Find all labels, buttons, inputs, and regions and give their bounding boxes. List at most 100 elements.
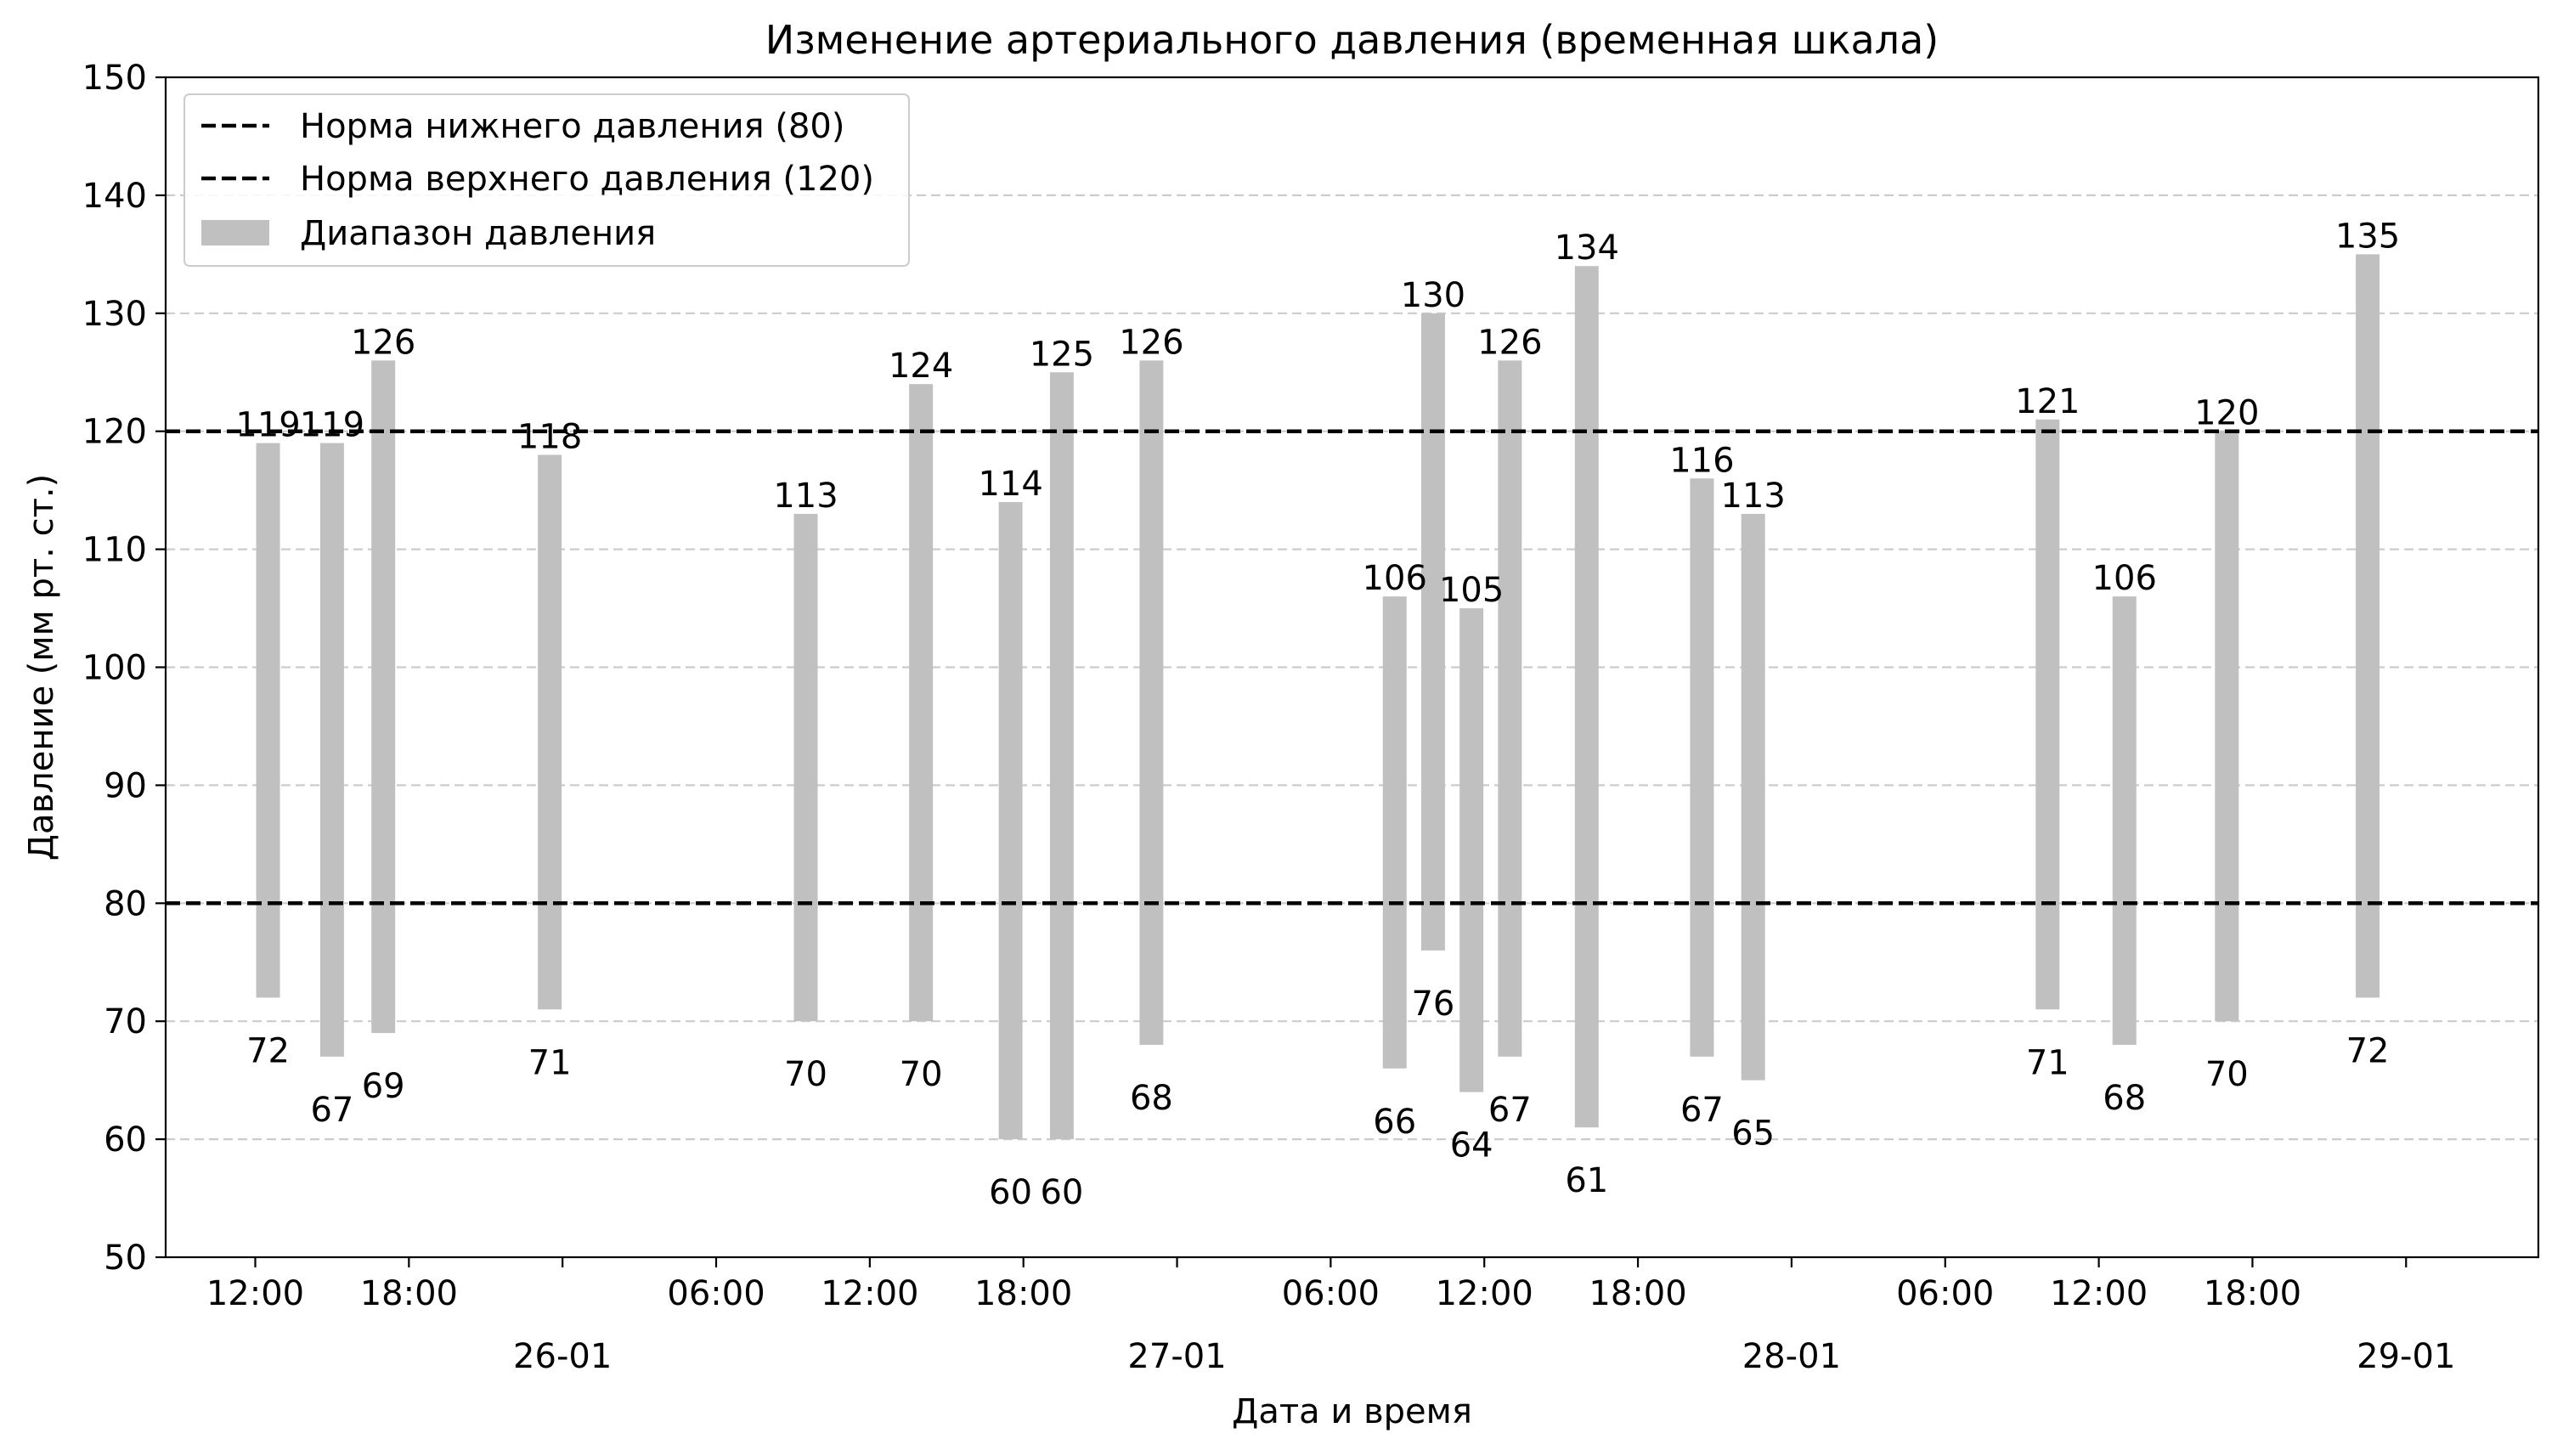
x-tick-label: 12:00	[206, 1274, 304, 1313]
y-tick-label: 150	[82, 59, 147, 98]
x-axis: 12:00 18:00 06:00 12:00 18:00 06:00 12:00 18:00…	[206, 1257, 2455, 1376]
range-bar	[1139, 360, 1164, 1045]
bar-label-high: 106	[2092, 559, 2157, 598]
bar-label-high: 134	[1555, 229, 1619, 268]
bar-label-low: 70	[784, 1055, 827, 1094]
bar-label-low: 72	[246, 1031, 290, 1070]
y-axis-label: Давление (мм рт. ст.)	[22, 474, 61, 861]
bar-label-high: 126	[351, 323, 415, 362]
range-bar	[1690, 478, 1714, 1057]
bar-label-high: 114	[978, 465, 1042, 504]
bar-label-low: 72	[2346, 1031, 2390, 1070]
bar-label-low: 76	[1411, 985, 1454, 1024]
legend: Норма нижнего давления (80) Норма верхне…	[183, 93, 910, 267]
y-tick-label: 50	[104, 1239, 147, 1278]
bar-label-high: 121	[2015, 382, 2080, 421]
x-date-label: 26-01	[513, 1337, 612, 1376]
bar-label-low: 64	[1450, 1126, 1493, 1165]
legend-box	[183, 93, 910, 267]
y-tick-label: 140	[82, 177, 147, 216]
bar-label-high: 116	[1669, 441, 1734, 480]
bar-label-high: 105	[1439, 571, 1504, 610]
bar-label-low: 69	[362, 1067, 405, 1106]
x-date-label: 27-01	[1127, 1337, 1226, 1376]
bar-label-high: 124	[889, 347, 953, 386]
range-bar	[2035, 419, 2060, 1010]
bar-label-low: 60	[1040, 1173, 1083, 1212]
data-labels: 119 72 119 67 126 69 118 71 113 70 124 70 114 60 125 60…	[235, 217, 2400, 1212]
range-bar	[1498, 360, 1522, 1057]
range-bar	[1420, 313, 1445, 951]
bar-label-low: 67	[1680, 1091, 1724, 1130]
range-bar	[1574, 266, 1599, 1128]
bar-label-high: 126	[1119, 323, 1183, 362]
legend-label-low-norm: Норма нижнего давления (80)	[300, 107, 844, 146]
y-tick-label: 100	[82, 649, 147, 688]
range-bar	[1459, 608, 1484, 1092]
x-date-label: 29-01	[2357, 1337, 2455, 1376]
x-tick-label: 06:00	[1282, 1274, 1380, 1313]
y-axis: 50 60 70 80 90 100 110 120 130 140 150	[82, 59, 166, 1278]
bar-label-high: 135	[2335, 217, 2400, 256]
bar-label-low: 71	[528, 1043, 572, 1082]
x-date-label: 28-01	[1742, 1337, 1841, 1376]
range-bar	[371, 360, 396, 1034]
range-bar	[319, 443, 344, 1057]
x-tick-label: 18:00	[360, 1274, 458, 1313]
bar-label-low: 70	[2205, 1055, 2249, 1094]
bar-label-high: 126	[1477, 323, 1542, 362]
legend-label-high-norm: Норма верхнего давления (120)	[300, 160, 874, 199]
bar-label-low: 67	[310, 1091, 353, 1130]
bar-label-high: 113	[1721, 477, 1786, 516]
bar-label-high: 113	[773, 477, 838, 516]
range-bars	[256, 254, 2380, 1140]
bar-label-low: 65	[1731, 1115, 1775, 1154]
bar-label-high: 118	[517, 417, 582, 456]
bar-label-low: 68	[2103, 1079, 2146, 1118]
bar-label-high: 119	[235, 406, 300, 445]
range-bar	[2215, 431, 2239, 1022]
y-tick-label: 70	[104, 1002, 147, 1041]
range-bar	[538, 454, 562, 1010]
x-tick-label: 06:00	[1896, 1274, 1994, 1313]
y-tick-label: 120	[82, 413, 147, 452]
range-bar	[256, 443, 280, 998]
bar-label-low: 71	[2026, 1043, 2069, 1082]
y-tick-label: 110	[82, 531, 147, 570]
bar-label-low: 66	[1373, 1103, 1416, 1142]
x-tick-label: 18:00	[1589, 1274, 1686, 1313]
x-tick-label: 18:00	[974, 1274, 1072, 1313]
x-axis-label: Дата и время	[1232, 1392, 1472, 1431]
bar-label-low: 61	[1565, 1161, 1608, 1200]
bar-label-low: 68	[1130, 1079, 1173, 1118]
reference-lines	[166, 429, 2538, 906]
bar-label-low: 60	[989, 1173, 1032, 1212]
y-tick-label: 90	[104, 766, 147, 805]
range-bar	[909, 384, 934, 1022]
range-bar	[2356, 254, 2380, 998]
range-bar	[793, 513, 818, 1022]
x-tick-label: 06:00	[667, 1274, 765, 1313]
bar-label-low: 67	[1488, 1091, 1532, 1130]
y-tick-label: 80	[104, 884, 147, 923]
range-bar	[1049, 372, 1074, 1140]
x-tick-label: 12:00	[1436, 1274, 1533, 1313]
bar-label-low: 70	[900, 1055, 943, 1094]
range-bar	[1382, 596, 1407, 1069]
range-bar	[2112, 596, 2137, 1045]
grid-lines	[166, 194, 2538, 1141]
range-bar	[998, 502, 1023, 1140]
bar-label-high: 106	[1363, 559, 1427, 598]
bar-label-high: 120	[2194, 394, 2259, 433]
bar-label-high: 119	[300, 406, 364, 445]
x-tick-label: 12:00	[821, 1274, 918, 1313]
y-tick-label: 130	[82, 295, 147, 334]
bar-label-high: 125	[1030, 335, 1094, 374]
x-tick-label: 18:00	[2204, 1274, 2301, 1313]
legend-swatch-range	[201, 220, 269, 245]
y-tick-label: 60	[104, 1120, 147, 1160]
bar-label-high: 130	[1401, 276, 1465, 315]
chart-title: Изменение артериального давления (времен…	[765, 17, 1939, 63]
range-bar	[1741, 513, 1765, 1081]
